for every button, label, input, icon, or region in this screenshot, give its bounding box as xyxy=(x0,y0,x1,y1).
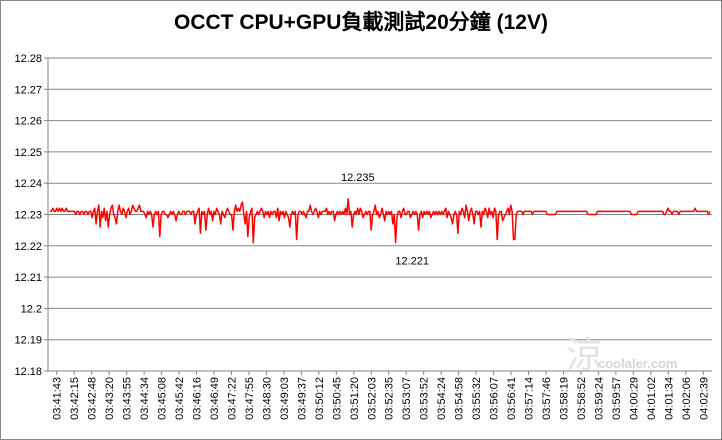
x-tick-label-32: 03:59:57 xyxy=(611,377,623,420)
x-tick-label-12: 03:48:30 xyxy=(261,377,273,420)
axes xyxy=(44,57,712,375)
x-tick-label-19: 03:52:35 xyxy=(384,377,396,420)
x-tick-label-29: 03:58:19 xyxy=(558,377,570,420)
chart-title: OCCT CPU+GPU負載測試20分鐘 (12V) xyxy=(174,11,548,34)
y-tick-label-12.2: 12.2 xyxy=(21,303,42,315)
x-tick-label-35: 04:01:34 xyxy=(663,377,675,420)
x-tick-label-31: 03:59:24 xyxy=(593,377,605,420)
x-tick-label-3: 03:43:20 xyxy=(104,377,116,420)
annotations: 12.235 12.221 xyxy=(341,172,429,268)
y-tick-label-12.27: 12.27 xyxy=(14,84,42,96)
x-tick-label-33: 04:00:29 xyxy=(628,377,640,420)
x-tick-label-0: 03:41:43 xyxy=(52,377,64,420)
x-tick-label-18: 03:52:03 xyxy=(366,377,378,420)
x-tick-label-21: 03:53:52 xyxy=(419,377,431,420)
x-tick-label-15: 03:50:12 xyxy=(314,377,326,420)
y-tick-label-12.19: 12.19 xyxy=(14,335,42,347)
annotation-12.235: 12.235 xyxy=(341,172,375,184)
x-tick-labels: 03:41:43 03:42:15 03:42:48 03:43:20 03:43:55… xyxy=(52,377,711,420)
x-tick-label-30: 03:58:52 xyxy=(576,377,588,420)
x-tick-label-4: 03:43:55 xyxy=(122,377,134,420)
x-tick-label-37: 04:02:39 xyxy=(698,377,710,420)
y-tick-label-12.26: 12.26 xyxy=(14,116,42,128)
x-tick-label-9: 03:46:49 xyxy=(209,377,221,420)
x-tick-label-2: 03:42:48 xyxy=(87,377,99,420)
x-tick-label-6: 03:45:08 xyxy=(157,377,169,420)
x-tick-label-27: 03:57:14 xyxy=(524,377,536,420)
y-tick-label-12.21: 12.21 xyxy=(14,272,42,284)
y-tick-labels: 12.2812.2712.2612.2512.2412.2312.2212.21… xyxy=(14,53,42,378)
x-tick-label-1: 03:42:15 xyxy=(69,377,81,420)
x-tick-label-36: 04:02:06 xyxy=(681,377,693,420)
watermark-text: coolaler.com xyxy=(598,356,678,371)
x-tick-label-17: 03:51:20 xyxy=(349,377,361,420)
y-tick-label-12.24: 12.24 xyxy=(14,178,42,190)
series-layer xyxy=(50,198,711,244)
x-tick-label-22: 03:54:24 xyxy=(436,377,448,420)
x-tick-label-23: 03:54:58 xyxy=(454,377,466,420)
x-tick-label-5: 03:44:34 xyxy=(139,377,151,420)
x-tick-label-20: 03:53:07 xyxy=(401,377,413,420)
x-tick-label-24: 03:55:32 xyxy=(471,377,483,420)
y-tick-label-12.18: 12.18 xyxy=(14,366,42,378)
y-tick-label-12.22: 12.22 xyxy=(14,241,42,253)
x-tick-label-25: 03:56:07 xyxy=(489,377,501,420)
y-tick-label-12.28: 12.28 xyxy=(14,53,42,65)
x-tick-label-11: 03:47:55 xyxy=(244,377,256,420)
annotation-12.221: 12.221 xyxy=(395,256,429,268)
x-tick-label-13: 03:49:03 xyxy=(279,377,291,420)
x-tick-label-8: 03:46:16 xyxy=(192,377,204,420)
x-tick-label-28: 03:57:46 xyxy=(541,377,553,420)
x-tick-label-14: 03:49:37 xyxy=(296,377,308,420)
watermark-logo-icon: 涼 xyxy=(566,335,603,376)
x-tick-label-26: 03:56:41 xyxy=(506,377,518,420)
x-tick-label-34: 04:01:02 xyxy=(646,377,658,420)
y-tick-label-12.23: 12.23 xyxy=(14,210,42,222)
series-line-12v xyxy=(50,198,711,244)
x-tick-label-10: 03:47:22 xyxy=(226,377,238,420)
x-tick-label-7: 03:45:42 xyxy=(174,377,186,420)
y-tick-label-12.25: 12.25 xyxy=(14,147,42,159)
x-tick-label-16: 03:50:45 xyxy=(331,377,343,420)
